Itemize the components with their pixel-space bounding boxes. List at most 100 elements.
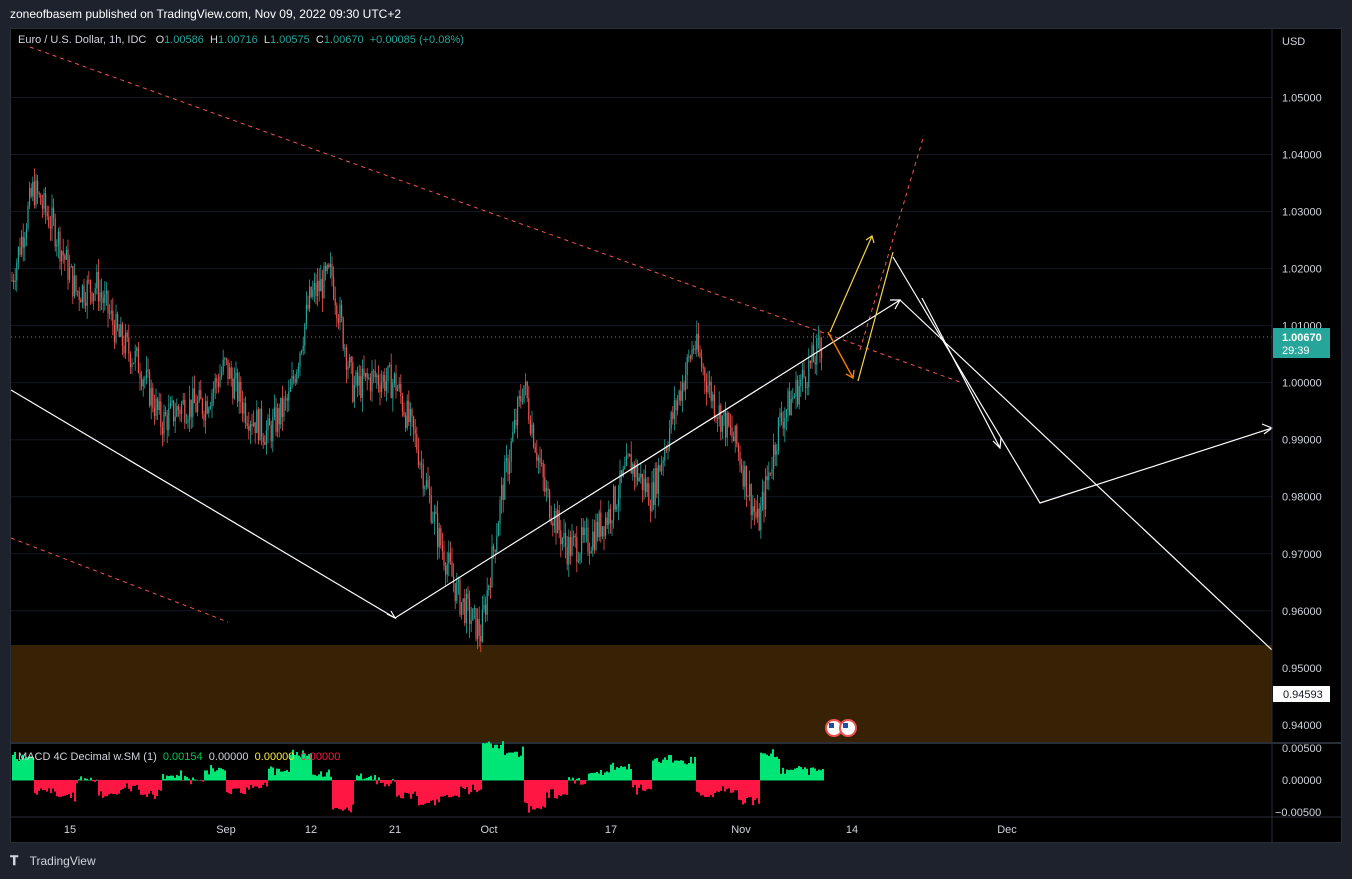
macd-bar [622,766,624,781]
candle-body [350,357,352,363]
candle-body [665,449,667,451]
candle-body [438,528,440,548]
time-label-0: 15 [64,824,76,836]
macd-bar [474,780,476,791]
candle-body [667,447,669,451]
candle-body [653,482,655,506]
macd-bar [306,755,308,781]
macd-bar [820,770,822,781]
white-projection-path[interactable] [892,256,1273,504]
macd-bar [578,777,580,781]
tradingview-logo-icon[interactable]: 𝐓 [10,853,24,868]
macd-bar [574,780,576,784]
candle-body [299,352,301,367]
candle-body [637,464,639,482]
candle-body [779,412,781,418]
macd-legend[interactable]: MACD 4C Decimal w.SM (1) 0.00154 0.00000… [18,751,340,763]
macd-bar [476,780,478,793]
symbol-legend[interactable]: Euro / U.S. Dollar, 1h, IDC O1.00586 H1.… [18,34,464,46]
candle-body [185,422,187,424]
macd-bar [436,780,438,800]
macd-bar [366,778,368,781]
candle-body [648,483,650,506]
macd-bar [214,771,216,781]
candle-body [555,510,557,534]
price-axis-ticks[interactable]: 1.050001.040001.030001.020001.010001.000… [1282,92,1322,731]
publish-info: zoneofbasem published on TradingView.com… [10,7,402,21]
candle-body [600,512,602,537]
yellow-arrow-path[interactable] [829,235,873,333]
macd-bar [118,780,120,794]
macd-bar [58,780,60,797]
candle-body [744,465,746,487]
candle-body [310,287,312,297]
candle-body [102,297,104,303]
macd-bar [60,780,62,797]
red-trendline-steep[interactable] [859,134,925,351]
candle-body [672,412,674,419]
support-zone[interactable] [11,645,1272,742]
candle-body [707,385,709,393]
price-tick-2: 1.03000 [1282,207,1322,219]
macd-bar [464,780,466,790]
macd-bar [114,780,116,794]
orange-arrow-path[interactable] [827,331,854,379]
yellow-projection-path[interactable] [857,251,894,382]
candle-body [158,401,160,410]
candle-body [75,275,77,292]
macd-axis-tick-0: 0.00500 [1282,743,1322,755]
candle-body [451,561,453,577]
candle-body [168,407,170,431]
macd-bar [46,780,48,792]
macd-bar [730,780,732,793]
macd-bar [548,780,550,798]
us-event-flags-icon[interactable] [825,719,857,737]
macd-bar [34,780,36,794]
macd-bar [490,743,492,781]
candle-body [190,399,192,417]
time-axis[interactable]: 15 Sep 12 21 Oct 17 Nov 14 Dec [64,824,1017,836]
candle-body [166,415,168,431]
macd-bar [128,780,130,789]
candle-body [579,553,581,561]
footer-brand[interactable]: TradingView [29,854,96,868]
macd-bar [620,766,622,781]
candle-body [96,271,98,289]
macd-bar [552,780,554,790]
macd-bar [608,772,610,781]
white-arrow-down[interactable] [921,297,1001,449]
price-axis-currency: USD [1282,36,1305,48]
candle-body [795,380,797,396]
macd-bar [272,767,274,781]
candle-body [683,382,685,391]
macd-bar [310,753,312,781]
time-label-5: 17 [605,824,617,836]
candle-body [325,266,327,272]
macd-bar [286,770,288,781]
candle-body [392,382,394,399]
candle-body [693,348,695,350]
candle-body [619,470,621,499]
candle-body [352,362,354,402]
candle-body [680,390,682,401]
candle-body [417,449,419,466]
candle-body [736,425,738,445]
macd-axis-tick-1: 0.00000 [1282,775,1322,787]
macd-bar [634,780,636,785]
macd-bar [502,741,504,781]
candle-body [763,491,765,510]
candle-body [294,379,296,383]
white-trendline-up[interactable] [394,299,901,619]
candle-body [571,537,573,556]
macd-bar [282,771,284,781]
candle-body [573,535,575,538]
red-trendline-lower[interactable] [10,537,229,623]
white-long-down-line[interactable] [899,299,1273,651]
candle-body [336,305,338,319]
candle-body [625,455,627,467]
macd-bar [232,780,234,789]
white-down-line[interactable] [10,389,396,619]
candle-body [528,398,530,421]
macd-bar [412,780,414,794]
